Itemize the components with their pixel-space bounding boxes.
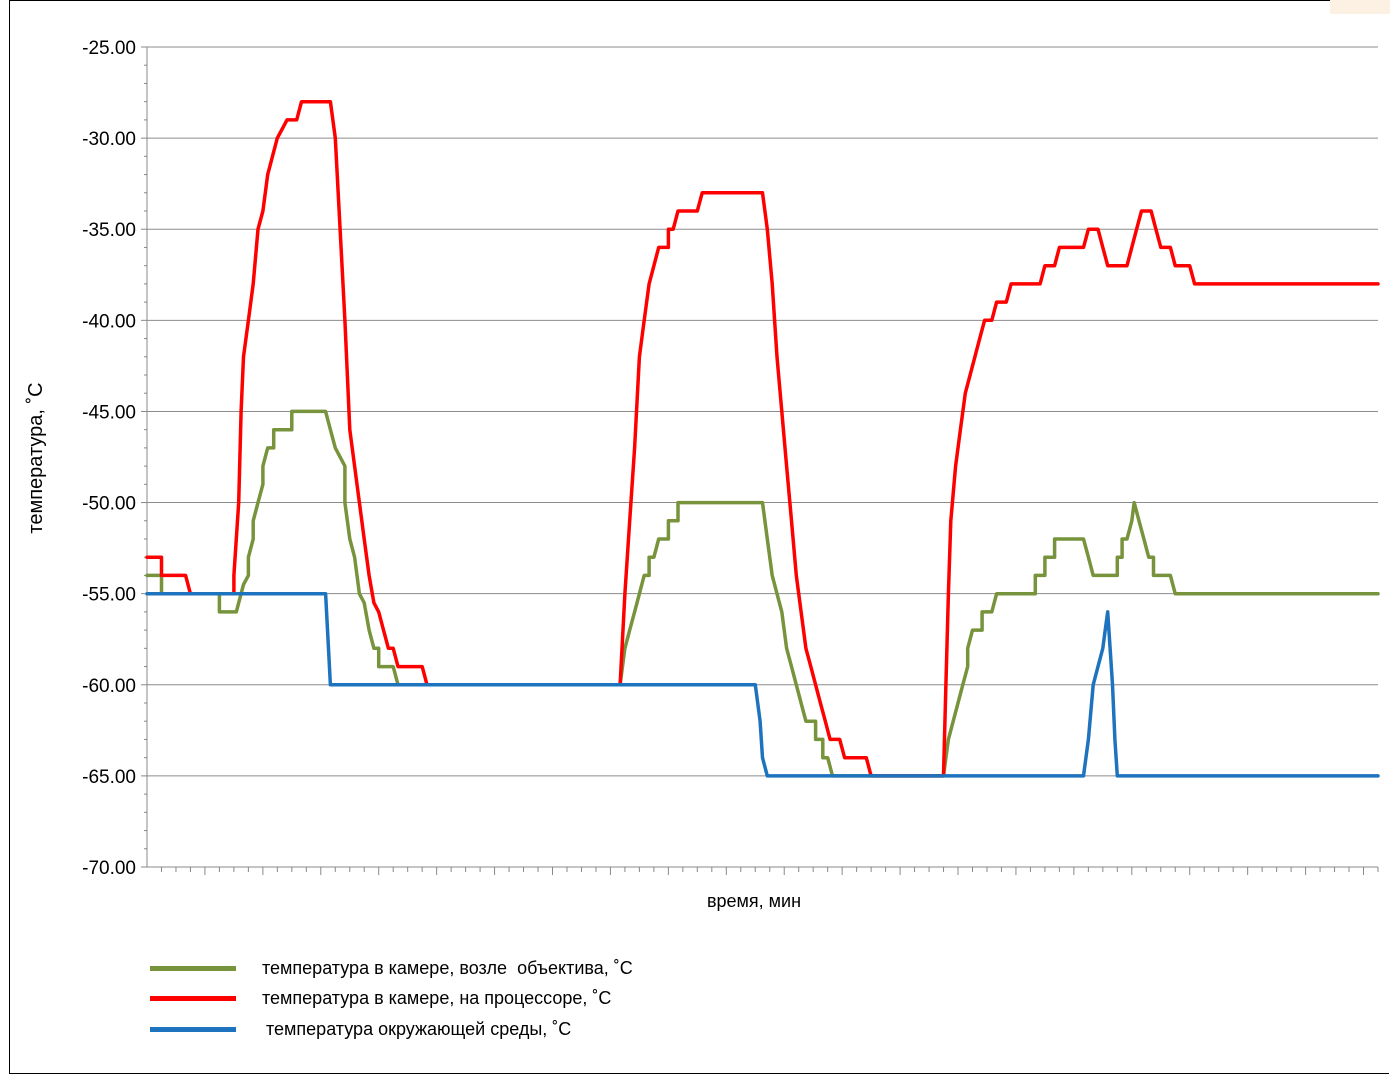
legend-swatch-processor: [150, 995, 236, 1001]
legend-swatch-ambient: [150, 1026, 236, 1032]
y-tick-label: -40.00: [82, 311, 136, 332]
y-tick-label: -50.00: [82, 494, 136, 515]
y-tick-label: -55.00: [82, 585, 136, 606]
chart-frame: [9, 0, 1389, 1074]
legend-label-ambient: температура окружающей среды, ˚С: [266, 1018, 572, 1039]
series-line-0: [145, 409, 1380, 778]
y-tick-label: -70.00: [82, 858, 136, 879]
series-line-1: [145, 99, 1380, 778]
corner-mark: [1330, 0, 1390, 14]
legend-item-ambient: температура окружающей среды, ˚С: [150, 1016, 571, 1042]
x-axis-minor-ticks: [160, 867, 1379, 875]
y-axis-ticks: -25.00 -30.00 -35.00 -40.00 -45.00 -50.00 -55.…: [82, 38, 147, 879]
y-tick-label: -60.00: [82, 676, 136, 697]
legend-label-processor: температура в камере, на процессоре, ˚С: [262, 987, 612, 1008]
y-tick-label: -45.00: [82, 402, 136, 423]
y-axis-label: температура, ˚С: [25, 382, 47, 533]
gridlines: [147, 46, 1378, 777]
legend-swatch-lens: [150, 965, 236, 971]
y-tick-label: -65.00: [82, 767, 136, 788]
series-line-2: [145, 591, 1380, 778]
legend-label-lens: температура в камере, возле объектива, ˚…: [262, 957, 633, 978]
series-lines: [145, 99, 1380, 778]
y-tick-label: -25.00: [82, 38, 136, 59]
line-chart: -25.00 -30.00 -35.00 -40.00 -45.00 -50.00 -55.…: [25, 38, 1380, 911]
y-tick-label: -35.00: [82, 220, 136, 241]
legend-item-lens: температура в камере, возле объектива, ˚…: [150, 955, 633, 981]
x-axis-label: время, мин: [707, 891, 801, 911]
legend-item-processor: температура в камере, на процессоре, ˚С: [150, 985, 611, 1011]
y-tick-label: -30.00: [82, 129, 136, 150]
